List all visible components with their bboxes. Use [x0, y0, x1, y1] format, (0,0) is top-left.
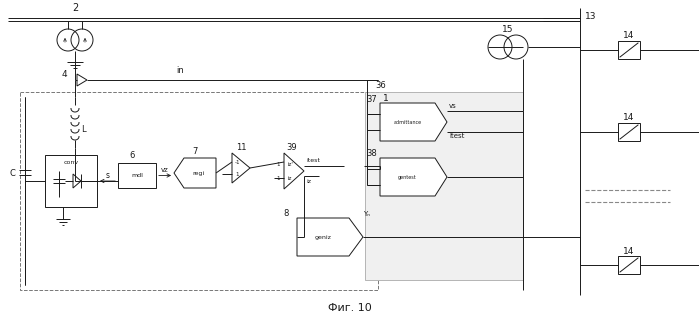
- Text: 39: 39: [287, 143, 297, 151]
- Text: 14: 14: [624, 32, 635, 40]
- Text: 11: 11: [236, 143, 246, 151]
- Text: 1: 1: [383, 94, 389, 103]
- Text: 38: 38: [366, 149, 377, 159]
- Bar: [45, 155, 97, 207]
- Text: 1: 1: [277, 161, 280, 167]
- Text: iz: iz: [306, 179, 311, 184]
- Text: regi: regi: [192, 171, 204, 175]
- Text: iz: iz: [288, 175, 292, 180]
- Bar: [618, 41, 640, 59]
- Text: 37: 37: [366, 94, 377, 104]
- Bar: [118, 163, 156, 188]
- Text: itest: itest: [449, 133, 464, 139]
- Text: 1: 1: [277, 175, 280, 180]
- Text: conv: conv: [64, 160, 78, 165]
- Text: vs: vs: [449, 103, 456, 109]
- Text: 4: 4: [62, 70, 67, 79]
- Text: s: s: [106, 172, 110, 180]
- Polygon shape: [380, 158, 447, 196]
- Bar: [618, 256, 640, 274]
- Bar: [365, 92, 523, 280]
- Text: geniz: geniz: [315, 234, 331, 240]
- Text: 15: 15: [503, 26, 514, 34]
- Text: C: C: [9, 168, 15, 178]
- Text: 6: 6: [129, 151, 135, 161]
- Text: gentest: gentest: [398, 174, 417, 179]
- Text: Фиг. 10: Фиг. 10: [328, 303, 372, 313]
- Text: 1: 1: [236, 172, 239, 177]
- Text: 7: 7: [192, 147, 198, 155]
- Text: admittance: admittance: [394, 119, 421, 125]
- Text: 36: 36: [375, 82, 386, 90]
- Text: mdl: mdl: [131, 173, 143, 178]
- Text: 14: 14: [624, 113, 635, 123]
- Bar: [20, 92, 378, 290]
- Text: 14: 14: [624, 246, 635, 256]
- Text: L: L: [81, 125, 85, 135]
- Text: iz': iz': [287, 161, 293, 167]
- Text: -1: -1: [234, 160, 240, 165]
- Text: itest: itest: [306, 158, 320, 163]
- Text: 8: 8: [284, 210, 289, 218]
- Text: Yₙ: Yₙ: [363, 211, 370, 217]
- Text: vz: vz: [161, 167, 169, 173]
- Text: 2: 2: [72, 3, 78, 13]
- Polygon shape: [380, 103, 447, 141]
- Bar: [618, 123, 640, 141]
- Text: in: in: [176, 66, 184, 75]
- Text: 13: 13: [585, 12, 596, 21]
